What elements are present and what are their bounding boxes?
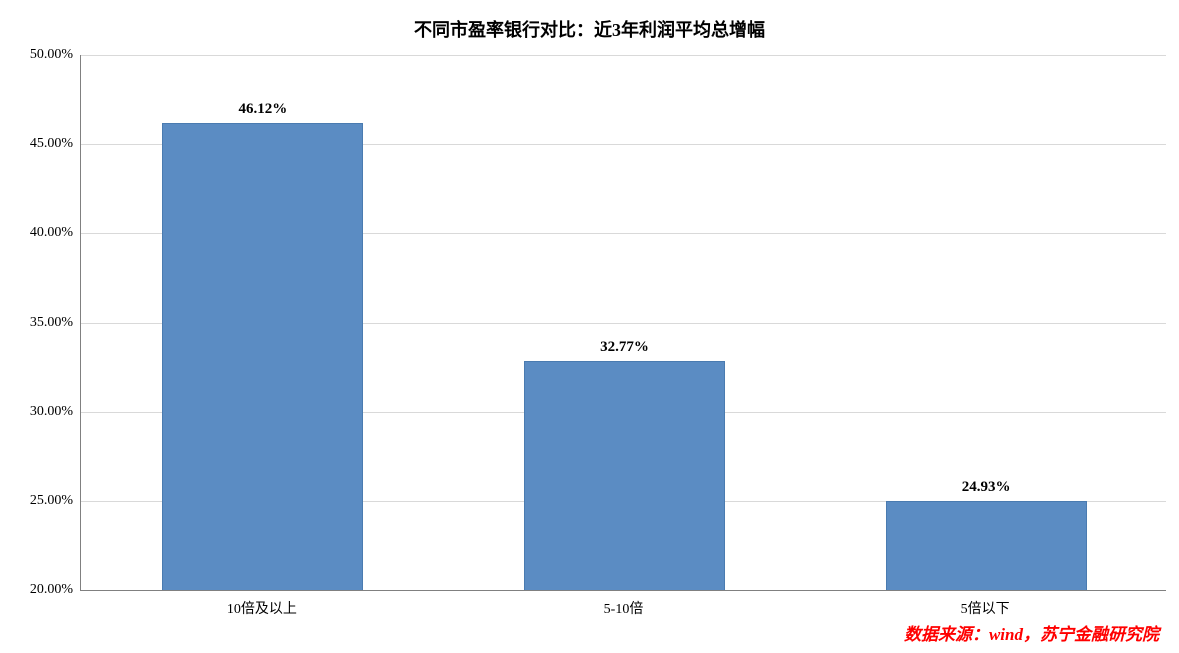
y-tick-label: 40.00% [30, 225, 81, 241]
source-label: 数据来源：wind，苏宁金融研究院 [904, 620, 1159, 645]
bar-value-label: 32.77% [600, 339, 649, 356]
y-tick-label: 20.00% [30, 582, 81, 598]
x-tick-label: 5-10倍 [604, 598, 644, 618]
bar: 46.12% [162, 123, 363, 590]
y-tick-label: 30.00% [30, 404, 81, 420]
bar-value-label: 24.93% [962, 479, 1011, 496]
chart-container: 不同市盈率银行对比：近3年利润平均总增幅 20.00%25.00%30.00%3… [0, 0, 1179, 653]
plot-area: 20.00%25.00%30.00%35.00%40.00%45.00%50.0… [80, 55, 1166, 591]
x-tick-label: 10倍及以上 [227, 598, 297, 618]
x-tick-label: 5倍以下 [961, 598, 1010, 618]
y-tick-label: 50.00% [30, 47, 81, 63]
y-tick-label: 35.00% [30, 315, 81, 331]
gridline [81, 55, 1166, 56]
bar: 32.77% [524, 361, 725, 590]
bar: 24.93% [886, 501, 1087, 590]
bar-value-label: 46.12% [238, 101, 287, 118]
y-tick-label: 25.00% [30, 493, 81, 509]
chart-title: 不同市盈率银行对比：近3年利润平均总增幅 [0, 16, 1179, 42]
y-tick-label: 45.00% [30, 136, 81, 152]
